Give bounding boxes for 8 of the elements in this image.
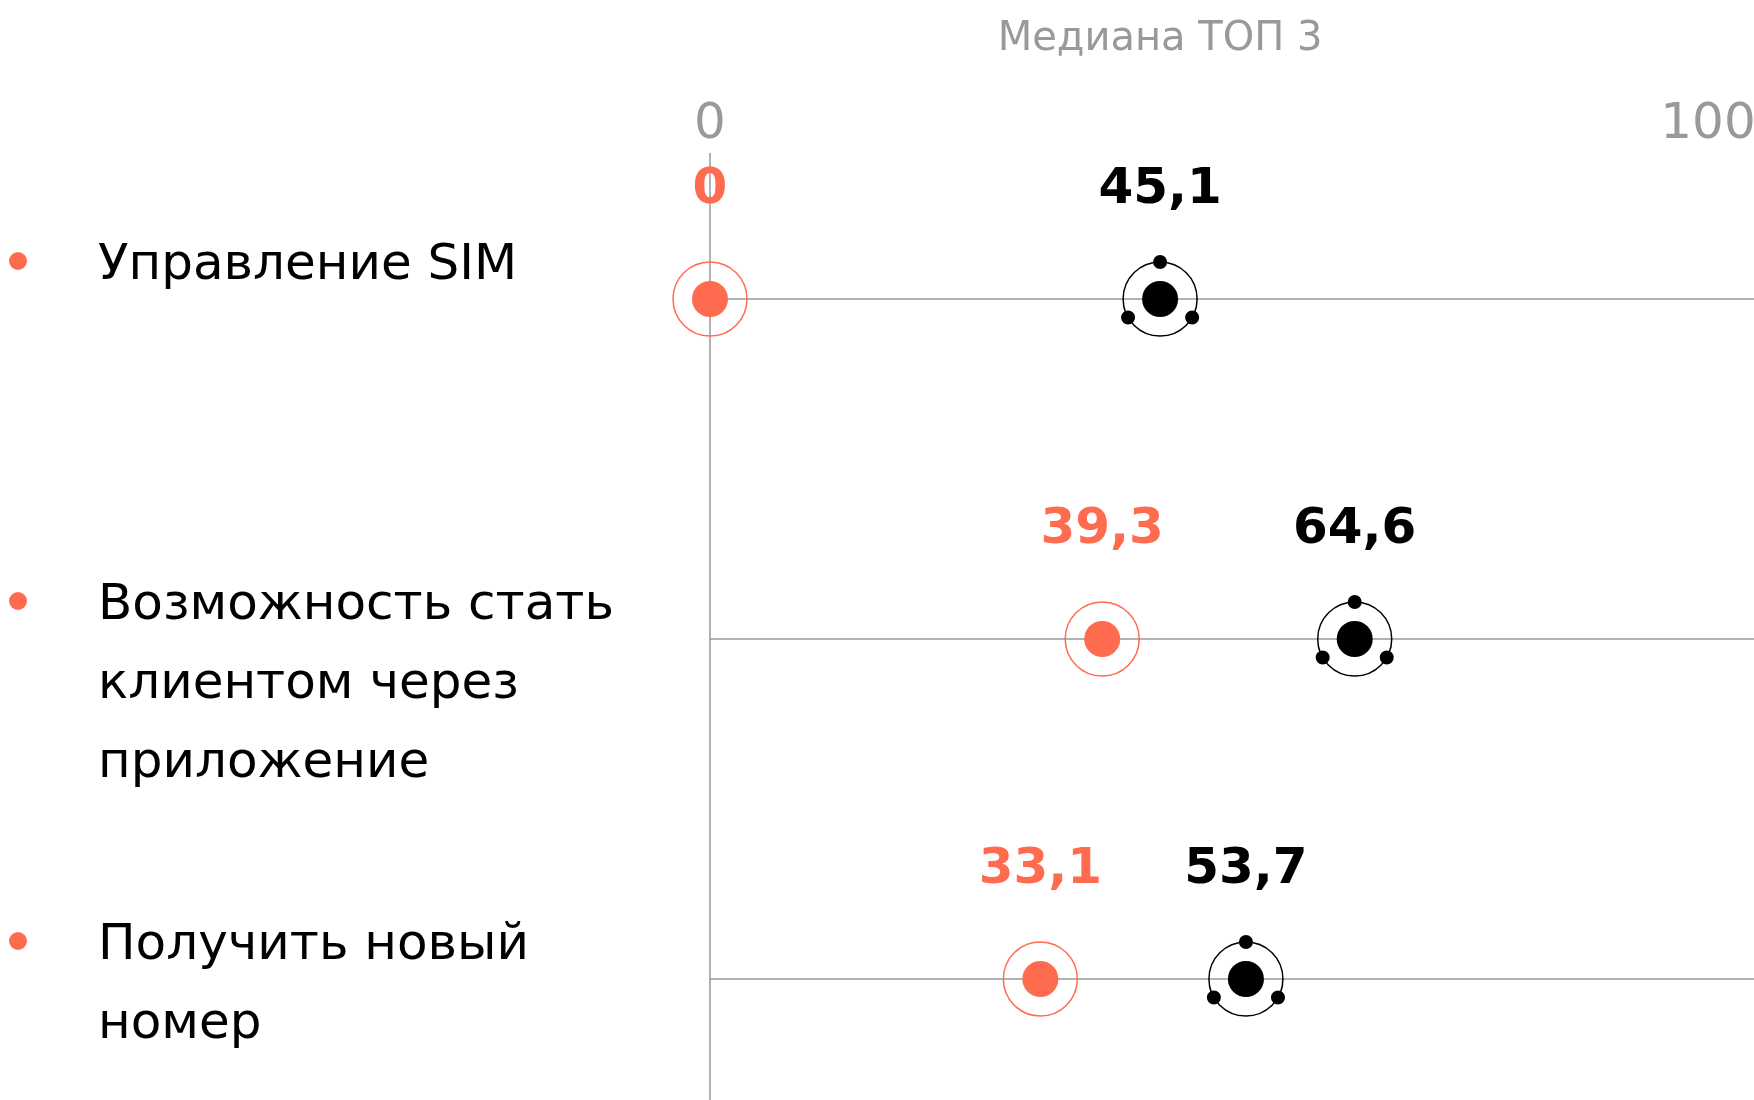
data-label: 45,1	[1098, 157, 1222, 215]
data-label: 53,7	[1184, 837, 1308, 895]
y-tick-label: Возможность стать клиентом через приложение	[98, 573, 614, 789]
data-label: 64,6	[1293, 497, 1417, 555]
y-tick-label: Управление SIM	[98, 233, 518, 291]
y-tick-label: Получить новый номер	[98, 913, 529, 1050]
text: Медиана ТОП 3	[997, 13, 1323, 59]
x-tick-label: 100	[1660, 92, 1754, 150]
